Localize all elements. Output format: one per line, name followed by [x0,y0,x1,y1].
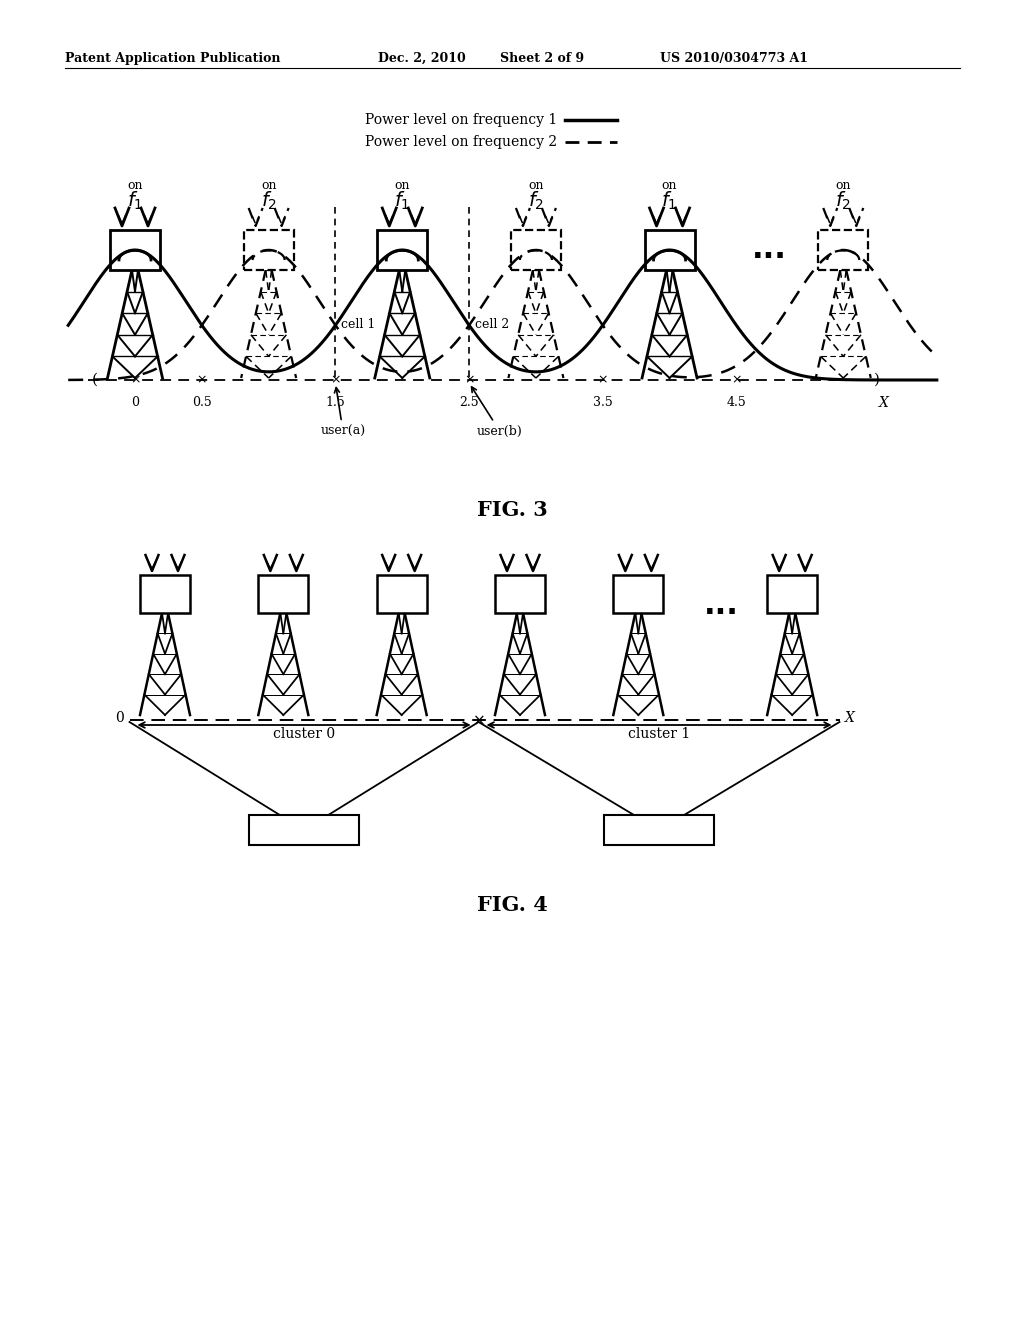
Text: $f_1$: $f_1$ [127,190,143,213]
Text: user(b): user(b) [472,387,523,438]
Text: on: on [127,180,142,191]
Text: (: ( [92,374,98,387]
Text: $f_2$: $f_2$ [260,190,276,213]
Bar [644,230,694,271]
Text: 1.5: 1.5 [326,396,345,409]
Bar [377,230,427,271]
Text: $\times$: $\times$ [330,374,341,387]
Text: cluster 1: cluster 1 [628,727,690,741]
Text: on: on [261,180,276,191]
Bar [604,814,714,845]
Text: Sheet 2 of 9: Sheet 2 of 9 [500,51,584,65]
Text: Dec. 2, 2010: Dec. 2, 2010 [378,51,466,65]
Text: $\times$: $\times$ [731,374,741,387]
Text: on: on [662,180,677,191]
Bar [767,576,817,612]
Bar [818,230,868,271]
Text: $f_2$: $f_2$ [527,190,544,213]
Text: $\times$: $\times$ [130,374,140,387]
Bar [244,230,294,271]
Text: cluster 0: cluster 0 [273,727,335,741]
Bar [110,230,160,271]
Text: FIG. 4: FIG. 4 [476,895,548,915]
Bar [140,576,190,612]
Bar [495,576,545,612]
Text: cell 1: cell 1 [341,318,376,331]
Text: ): ) [873,374,880,387]
Text: Power level on frequency 1: Power level on frequency 1 [365,114,557,127]
Text: $\times$: $\times$ [597,374,608,387]
Bar [258,576,308,612]
Text: 0: 0 [131,396,139,409]
Text: ...: ... [703,590,738,619]
Text: $f_2$: $f_2$ [836,190,851,213]
Text: user(a): user(a) [321,388,366,438]
Text: $\times$: $\times$ [464,374,474,387]
Text: $f_1$: $f_1$ [662,190,678,213]
Text: cell 2: cell 2 [475,318,509,331]
Text: 2.5: 2.5 [460,396,479,409]
Text: on: on [836,180,851,191]
Text: Patent Application Publication: Patent Application Publication [65,51,281,65]
Text: $\times$: $\times$ [197,374,207,387]
Text: ControllerB: ControllerB [617,822,700,837]
Text: on: on [394,180,410,191]
Text: US 2010/0304773 A1: US 2010/0304773 A1 [660,51,808,65]
Text: 0: 0 [115,711,124,725]
Text: 3.5: 3.5 [593,396,612,409]
Text: ControllerA: ControllerA [263,822,345,837]
Bar [511,230,561,271]
Bar [249,814,359,845]
Bar [613,576,664,612]
Text: on: on [528,180,544,191]
Text: $\times$: $\times$ [472,713,485,727]
Text: FIG. 3: FIG. 3 [476,500,548,520]
Text: 0.5: 0.5 [191,396,212,409]
Text: $f_1$: $f_1$ [394,190,411,213]
Bar [377,576,427,612]
Text: Power level on frequency 2: Power level on frequency 2 [365,135,557,149]
Text: X: X [879,396,888,411]
Text: ...: ... [753,235,787,264]
Text: 4.5: 4.5 [726,396,746,409]
Text: X: X [845,711,854,725]
